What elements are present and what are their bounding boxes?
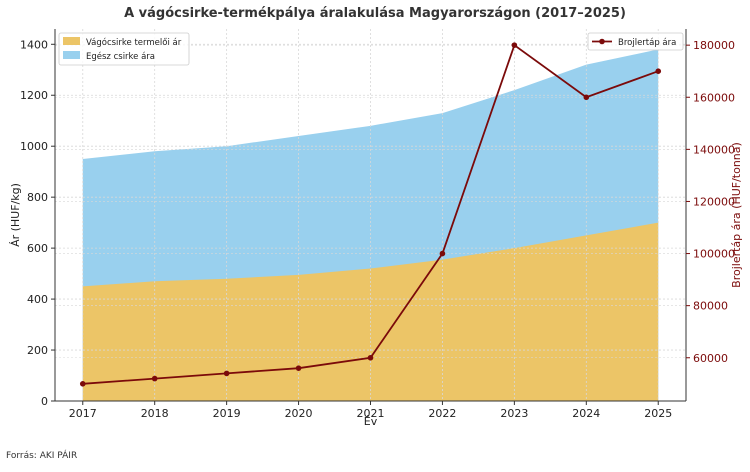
feed-price-point: [151, 375, 158, 382]
feed-price-point: [223, 370, 230, 377]
y2-tick-label: 140000: [693, 143, 735, 156]
x-tick-label: 2019: [213, 407, 241, 420]
y-tick-label: 800: [27, 191, 48, 204]
y2-tick-label: 100000: [693, 248, 735, 261]
y-tick-label: 1400: [20, 38, 48, 51]
x-tick-label: 2017: [69, 407, 97, 420]
area-producer-price: [82, 222, 659, 401]
chart-title: A vágócsirke-termékpálya áralakulása Mag…: [124, 6, 626, 21]
x-tick-label: 2024: [572, 407, 600, 420]
legend-right-box: [587, 32, 684, 51]
y-tick-label: 1000: [20, 140, 48, 153]
y-axis-label: Ár (HUF/kg): [9, 183, 22, 247]
x-tick-label: 2025: [644, 407, 672, 420]
legend-left-box: [58, 32, 190, 66]
x-tick-label: 2023: [500, 407, 528, 420]
feed-price-point: [439, 250, 446, 257]
legend-marker-feed: [599, 38, 605, 45]
x-tick-label: 2022: [428, 407, 456, 420]
feed-price-point: [295, 365, 302, 371]
y-tick-label: 600: [27, 242, 48, 255]
y-tick-label: 0: [41, 395, 48, 408]
legend-label-whole: Egész csirke ára: [86, 51, 155, 62]
y2-tick-label: 60000: [693, 352, 728, 365]
y-tick-label: 1200: [20, 89, 48, 102]
feed-price-point: [511, 42, 518, 48]
y2-tick-label: 120000: [693, 195, 735, 208]
feed-price-point: [583, 94, 590, 101]
legend-label-producer: Vágócsirke termelői ár: [86, 37, 182, 48]
feed-price-point: [367, 354, 374, 361]
legend-swatch-producer: [63, 37, 80, 45]
x-tick-label: 2020: [285, 407, 313, 420]
x-tick-label: 2021: [357, 407, 385, 420]
y-tick-label: 200: [27, 344, 48, 357]
y2-axis-label: Brojlertáp ára (HUF/tonna): [730, 142, 743, 288]
source-note: Forrás: AKI PÁIR: [6, 451, 78, 461]
feed-price-point: [655, 68, 662, 75]
legend-swatch-whole: [63, 51, 80, 59]
x-tick-label: 2018: [141, 407, 169, 420]
y2-tick-label: 180000: [693, 39, 735, 52]
y-tick-label: 400: [27, 293, 48, 306]
legend-label-feed: Brojlertáp ára: [618, 38, 676, 48]
feed-price-point: [79, 381, 86, 387]
y2-tick-label: 160000: [693, 91, 735, 104]
x-axis-label: Év: [364, 415, 378, 428]
y2-tick-label: 80000: [693, 300, 728, 313]
